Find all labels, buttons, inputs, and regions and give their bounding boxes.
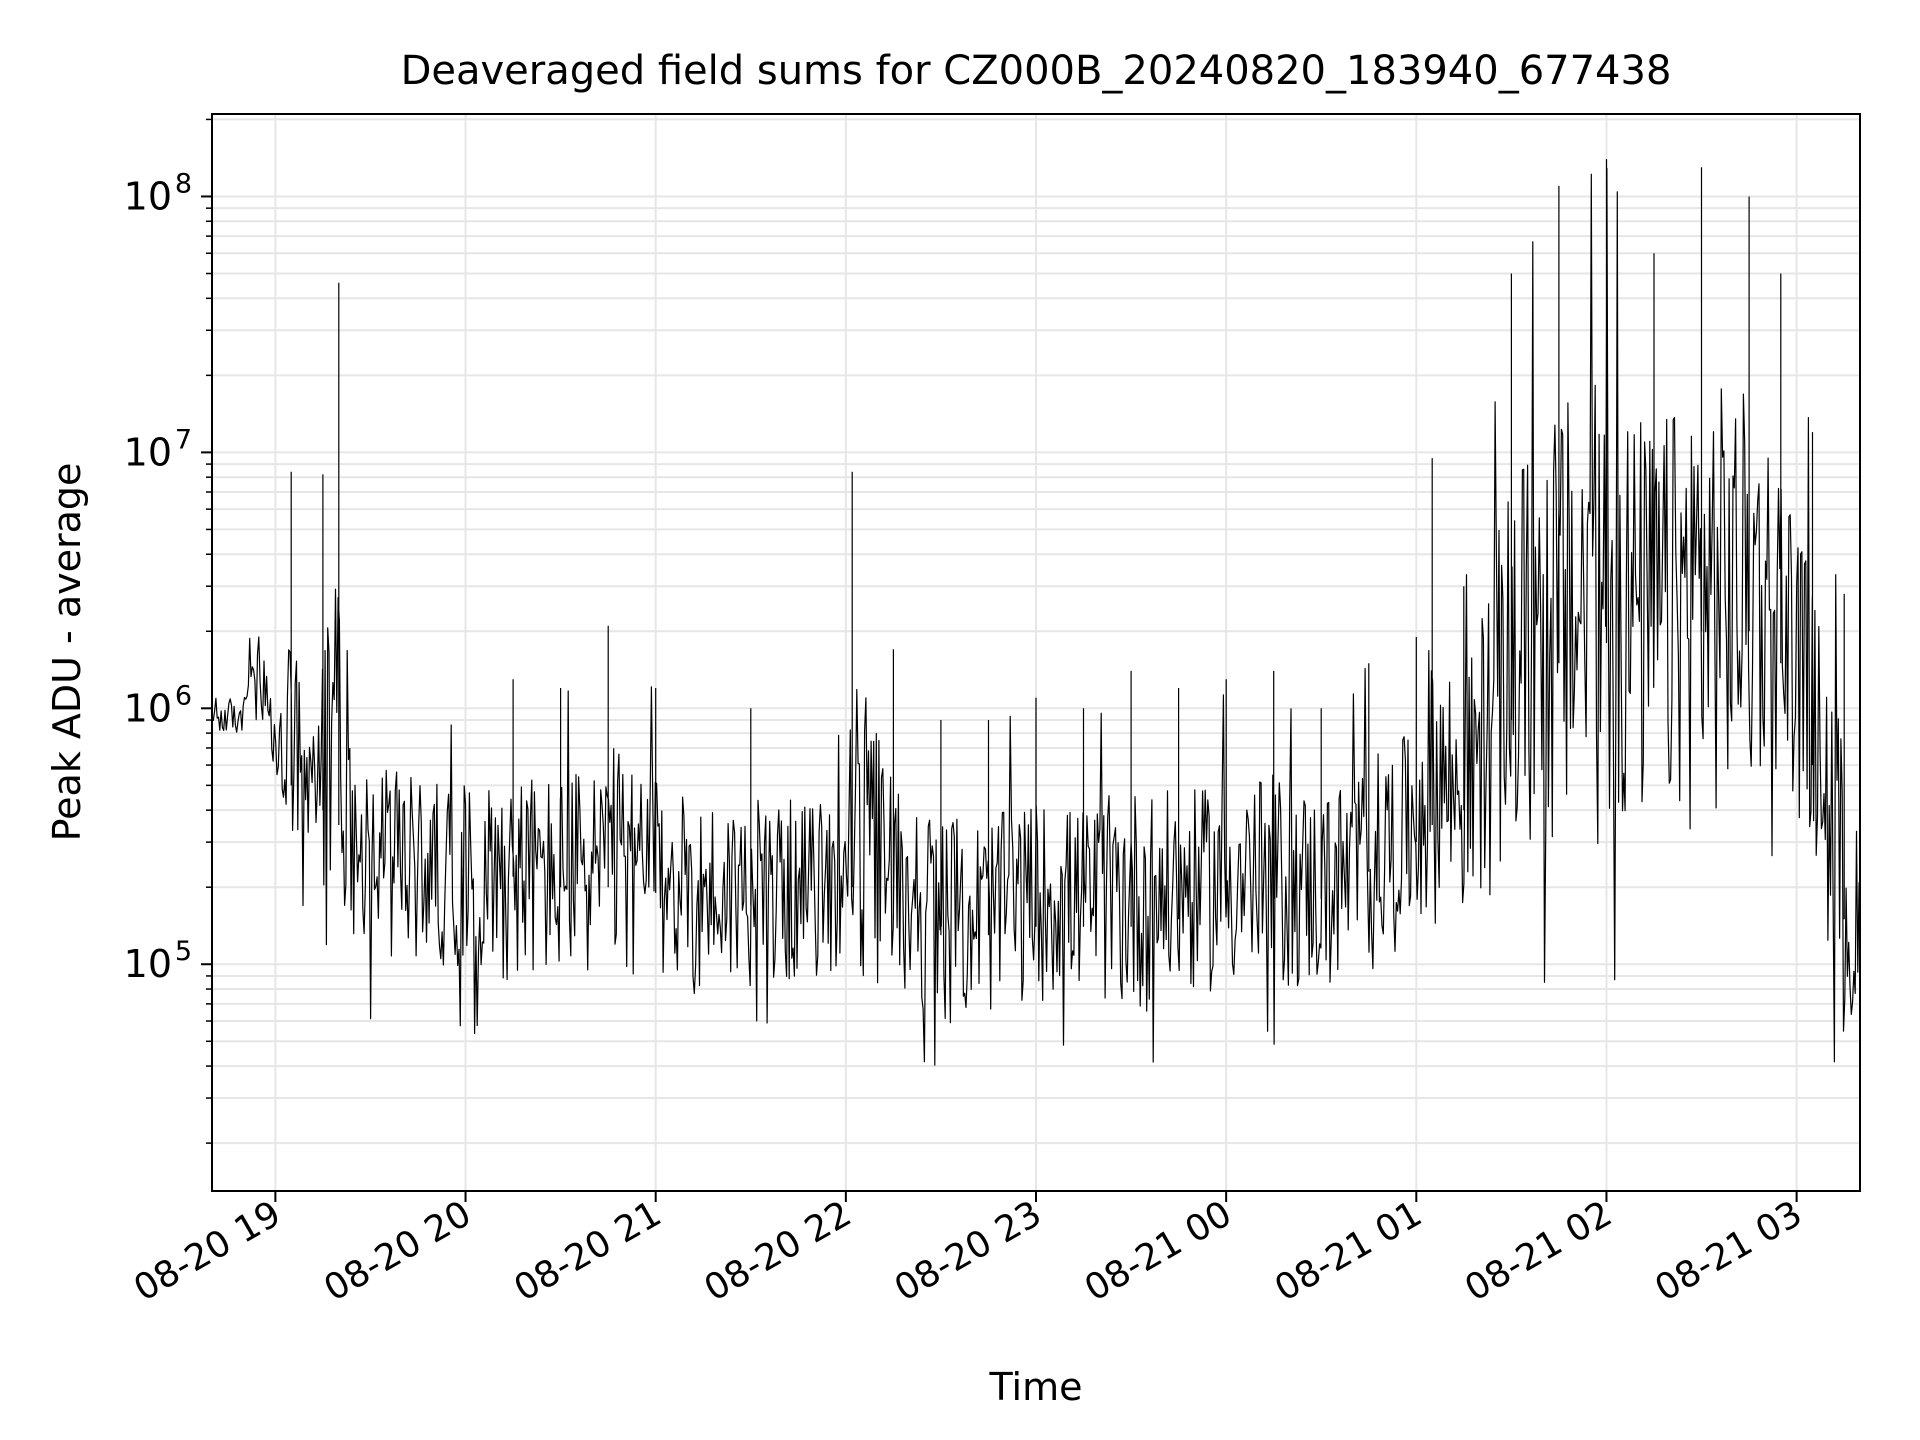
y-tick-label: 10 xyxy=(124,686,172,730)
y-tick-label-exponent: 6 xyxy=(175,680,192,711)
y-tick-label: 10 xyxy=(124,942,172,986)
chart-title: Deaveraged field sums for CZ000B_2024082… xyxy=(401,48,1672,94)
data-series xyxy=(211,159,1861,1066)
series-line xyxy=(211,159,1861,1066)
y-tick-label: 10 xyxy=(124,430,172,474)
y-tick-label-exponent: 8 xyxy=(175,168,192,199)
y-axis-label: Peak ADU - average xyxy=(45,463,89,842)
y-tick-label-exponent: 5 xyxy=(175,936,192,967)
y-tick-label: 10 xyxy=(124,174,172,218)
x-axis-label: Time xyxy=(989,1365,1083,1409)
y-tick-label-exponent: 7 xyxy=(175,424,192,455)
